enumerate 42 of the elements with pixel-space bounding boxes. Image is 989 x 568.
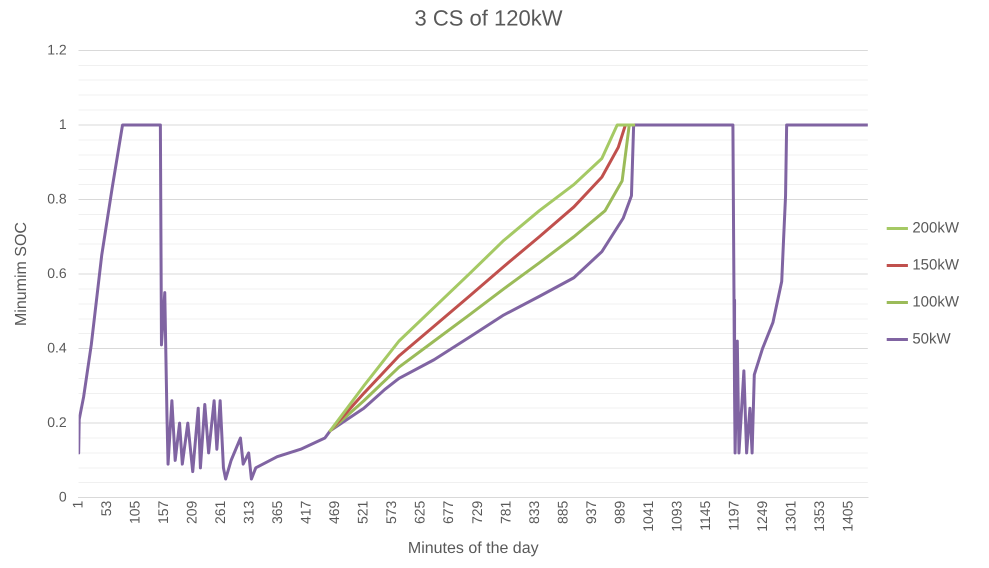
- x-tick-label: 833: [526, 500, 542, 524]
- x-tick-label: 573: [383, 500, 400, 524]
- x-tick-label: 937: [582, 500, 599, 524]
- x-tick-label: 1249: [754, 500, 770, 532]
- x-tick-label: 365: [269, 500, 286, 524]
- x-tick-label: 469: [326, 500, 342, 524]
- x-tick-label: 885: [554, 500, 570, 524]
- x-tick-label: 1301: [782, 500, 798, 532]
- y-axis-title: Minumim SOC: [13, 222, 30, 326]
- legend-label: 200kW: [912, 220, 960, 237]
- x-tick-label: 1093: [668, 500, 684, 532]
- x-tick-label: 209: [184, 500, 200, 524]
- y-tick-label: 1: [58, 116, 67, 132]
- x-tick-label: 1353: [810, 500, 827, 532]
- x-tick-label: 1145: [696, 500, 713, 531]
- x-tick-label: 157: [155, 500, 172, 524]
- legend-label: 100kW: [912, 294, 960, 311]
- y-tick-label: 0.2: [47, 414, 67, 430]
- x-tick-label: 417: [298, 500, 314, 524]
- x-tick-label: 677: [440, 500, 456, 524]
- x-tick-label: 989: [611, 500, 628, 524]
- x-tick-label: 729: [468, 500, 485, 524]
- y-tick-label: 0: [58, 488, 67, 505]
- x-tick-label: 781: [497, 500, 514, 524]
- x-tick-label: 625: [412, 500, 428, 524]
- x-tick-label: 1: [70, 500, 86, 508]
- y-tick-label: 0.6: [47, 264, 67, 281]
- x-tick-label: 521: [354, 500, 371, 524]
- x-tick-label: 1197: [725, 500, 742, 531]
- chart-title: 3 CS of 120kW: [414, 5, 563, 30]
- x-axis-title: Minutes of the day: [408, 540, 539, 557]
- x-tick-label: 261: [212, 500, 228, 524]
- y-tick-label: 0.8: [47, 190, 67, 206]
- x-tick-label: 1405: [839, 500, 856, 532]
- x-tick-label: 1041: [640, 500, 656, 532]
- x-tick-label: 53: [98, 500, 114, 516]
- y-tick-label: 1.2: [47, 41, 67, 58]
- legend-label: 50kW: [912, 330, 952, 348]
- x-tick-label: 313: [240, 500, 257, 524]
- y-tick-label: 0.4: [47, 339, 67, 356]
- x-tick-label: 105: [126, 500, 143, 524]
- legend-label: 150kW: [912, 256, 960, 274]
